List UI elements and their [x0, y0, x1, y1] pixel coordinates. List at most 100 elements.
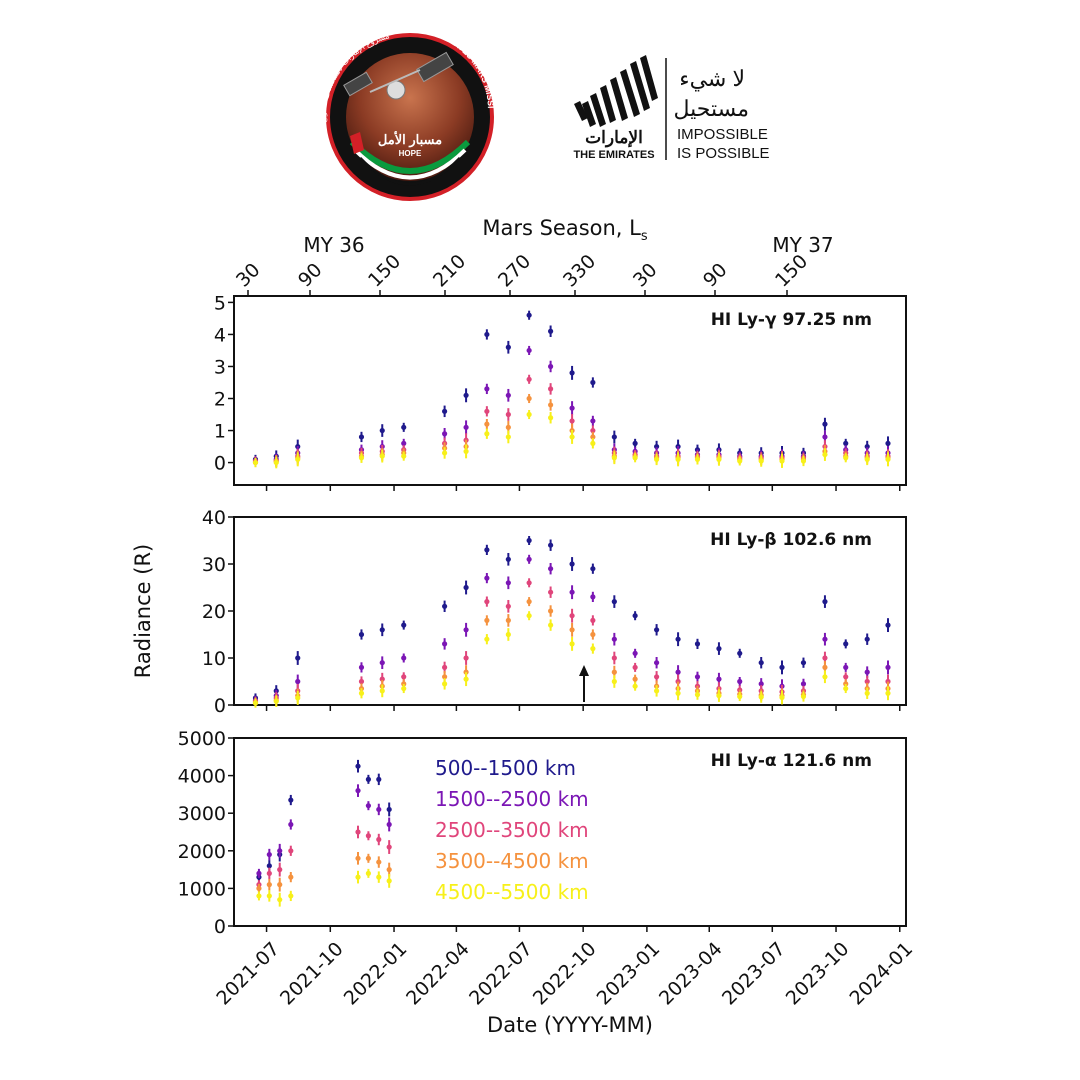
y-tick-label: 2: [214, 389, 226, 411]
data-point: [401, 622, 407, 628]
y-tick-label: 2000: [178, 841, 226, 863]
emirates-brand-logo: الإمارات THE EMIRATES لا شيء مستحيل IMPO…: [573, 55, 770, 162]
data-point: [675, 456, 681, 462]
y-tick-label: 0: [214, 916, 226, 938]
y-tick-group: 0 1 2 3 4 5: [214, 292, 234, 475]
top-axis: Mars Season, Ls MY 36 MY 37 30 90 150 210 27…: [232, 216, 834, 296]
data-point: [843, 674, 849, 680]
data-point: [386, 878, 392, 884]
data-point: [401, 681, 407, 687]
data-point: [463, 655, 469, 661]
data-point: [548, 328, 554, 334]
data-point: [548, 386, 554, 392]
data-point: [484, 575, 490, 581]
emirates-wordmark-en: THE EMIRATES: [573, 149, 654, 161]
data-point: [632, 664, 638, 671]
legend-entry: 500--1500 km: [435, 756, 576, 780]
top-tick-label: 30: [232, 259, 265, 292]
data-point: [822, 636, 828, 642]
data-point: [632, 676, 638, 682]
data-point: [401, 453, 407, 459]
top-tick-label: 30: [629, 259, 662, 292]
data-point: [463, 584, 469, 591]
data-point: [266, 870, 272, 876]
panel-frame: [233, 737, 907, 927]
data-point: [484, 386, 490, 392]
data-point: [590, 379, 596, 386]
mars-year-label-36: MY 36: [303, 233, 364, 257]
data-point: [632, 440, 638, 446]
data-point: [569, 418, 575, 424]
data-point: [694, 692, 701, 698]
data-point: [885, 678, 891, 685]
data-marks: [252, 535, 891, 708]
y-tick-group: 0 10 20 30 40: [202, 507, 234, 717]
top-axis-label: Mars Season, Ls: [482, 216, 648, 244]
data-point: [822, 434, 828, 440]
data-point: [864, 669, 870, 675]
data-point: [379, 427, 385, 434]
x-tick-label: 2022-07: [465, 938, 537, 1010]
data-point: [266, 863, 272, 869]
data-point: [288, 874, 294, 880]
data-point: [386, 806, 392, 813]
data-point: [822, 421, 828, 427]
data-point: [548, 363, 554, 370]
top-tick-label: 330: [559, 250, 600, 291]
data-point: [758, 660, 764, 666]
data-point: [885, 664, 891, 671]
data-point: [266, 851, 272, 858]
data-point: [463, 392, 469, 398]
data-marks: [252, 310, 891, 469]
y-tick-label: 1000: [178, 878, 226, 900]
data-point: [716, 646, 722, 652]
data-point: [590, 440, 596, 446]
data-point: [694, 674, 701, 680]
data-point: [379, 660, 385, 666]
top-tick-label: 210: [429, 250, 470, 291]
top-tick-label: 90: [699, 259, 732, 292]
data-point: [548, 542, 554, 548]
data-point: [822, 655, 828, 661]
data-point: [288, 821, 294, 828]
data-point: [843, 641, 849, 647]
data-point: [590, 566, 596, 572]
data-point: [590, 617, 596, 624]
hope-name-en: HOPE: [399, 149, 422, 158]
legend-entry: 1500--2500 km: [435, 787, 589, 811]
data-point: [365, 833, 371, 839]
data-point: [737, 650, 743, 656]
panel-title: HI Ly-α 121.6 nm: [711, 751, 872, 771]
data-point: [632, 455, 638, 461]
data-point: [376, 859, 382, 865]
data-point: [379, 627, 385, 633]
panel-frame: [233, 295, 907, 486]
data-point: [675, 678, 681, 685]
y-tick-label: 0: [214, 695, 226, 717]
arrow-annotation: [579, 665, 589, 702]
data-point: [569, 434, 575, 440]
data-point: [256, 870, 262, 876]
data-point: [365, 870, 371, 876]
data-point: [822, 451, 828, 458]
data-point: [694, 456, 701, 462]
data-point: [379, 688, 385, 694]
data-point: [632, 613, 638, 619]
data-point: [355, 763, 361, 769]
data-point: [379, 676, 385, 682]
data-point: [864, 456, 870, 462]
data-point: [266, 882, 272, 888]
data-point: [442, 681, 448, 687]
bottom-tick-group: 2021-072021-102022-012022-042022-072022-…: [212, 485, 917, 1010]
data-point: [442, 674, 448, 680]
data-point: [526, 599, 532, 605]
data-point: [358, 631, 365, 638]
data-point: [463, 669, 469, 675]
data-point: [675, 636, 681, 642]
data-point: [355, 829, 361, 835]
data-point: [611, 599, 617, 605]
y-tick-label: 40: [202, 507, 226, 529]
x-tick-label: 2021-07: [212, 938, 284, 1010]
data-point: [463, 448, 469, 454]
